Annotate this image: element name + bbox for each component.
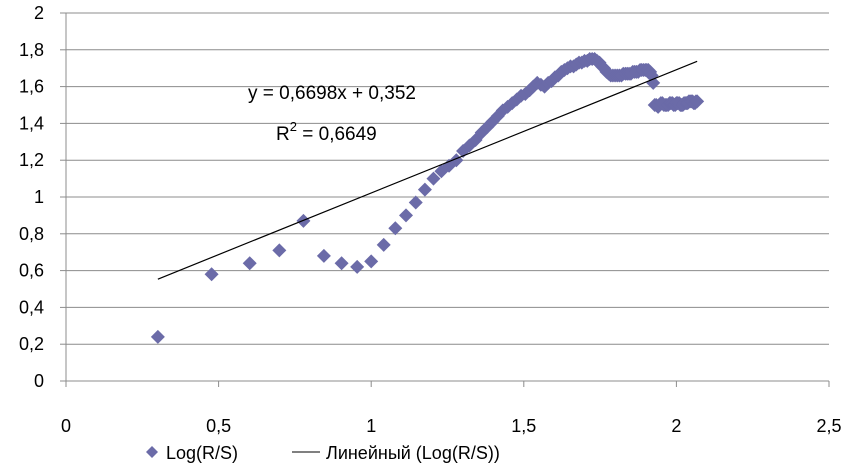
data-point	[690, 94, 705, 109]
legend-label-series: Log(R/S)	[166, 443, 238, 463]
data-point	[388, 221, 403, 236]
r-squared-label: R2 = 0,6649	[276, 119, 377, 145]
y-tick-label: 1,6	[19, 77, 44, 97]
data-point	[364, 254, 379, 269]
gridlines	[66, 12, 829, 345]
data-point	[242, 256, 257, 271]
legend-label-trendline: Линейный (Log(R/S))	[326, 443, 500, 463]
y-tick-label: 0,6	[19, 261, 44, 281]
axes	[60, 12, 830, 387]
series-log-rs-points	[150, 52, 705, 344]
data-point	[408, 195, 423, 210]
y-tick-label: 1	[34, 187, 44, 207]
r-squared-value: = 0,6649	[297, 124, 377, 145]
legend: Log(R/S) Линейный (Log(R/S))	[146, 443, 500, 463]
x-tick-label: 0,5	[206, 416, 231, 436]
x-axis-tick-labels: 0 0,5 1 1,5 2 2,5	[61, 416, 842, 436]
x-tick-label: 2,5	[816, 416, 841, 436]
x-tick-label: 1,5	[511, 416, 536, 436]
y-tick-label: 0	[34, 371, 44, 391]
x-tick-label: 0	[61, 416, 71, 436]
trendline-equation: y = 0,6698x + 0,352	[248, 83, 416, 104]
data-point	[150, 329, 165, 344]
y-tick-label: 2	[34, 3, 44, 23]
y-tick-label: 1,2	[19, 150, 44, 170]
r-squared-prefix: R	[276, 124, 290, 145]
y-tick-label: 0,2	[19, 334, 44, 354]
data-point	[417, 182, 432, 197]
data-point	[350, 259, 365, 274]
x-tick-label: 1	[366, 416, 376, 436]
y-tick-label: 1,4	[19, 113, 44, 133]
data-point	[334, 256, 349, 271]
data-point	[398, 208, 413, 223]
legend-marker-diamond-icon	[146, 446, 158, 458]
y-tick-label: 0,8	[19, 224, 44, 244]
y-tick-label: 0,4	[19, 297, 44, 317]
x-tick-label: 2	[671, 416, 681, 436]
r-squared-exponent: 2	[290, 119, 297, 134]
data-point	[426, 171, 441, 186]
data-point	[204, 267, 219, 282]
data-point	[376, 237, 391, 252]
y-tick-label: 1,8	[19, 40, 44, 60]
data-point	[272, 243, 287, 258]
data-point	[646, 75, 661, 90]
trendline-group	[157, 60, 698, 280]
y-axis-tick-labels: 0 0,2 0,4 0,6 0,8 1 1,2 1,4 1,6 1,8 2	[19, 3, 44, 391]
trendline	[157, 60, 698, 280]
data-point	[316, 248, 331, 263]
